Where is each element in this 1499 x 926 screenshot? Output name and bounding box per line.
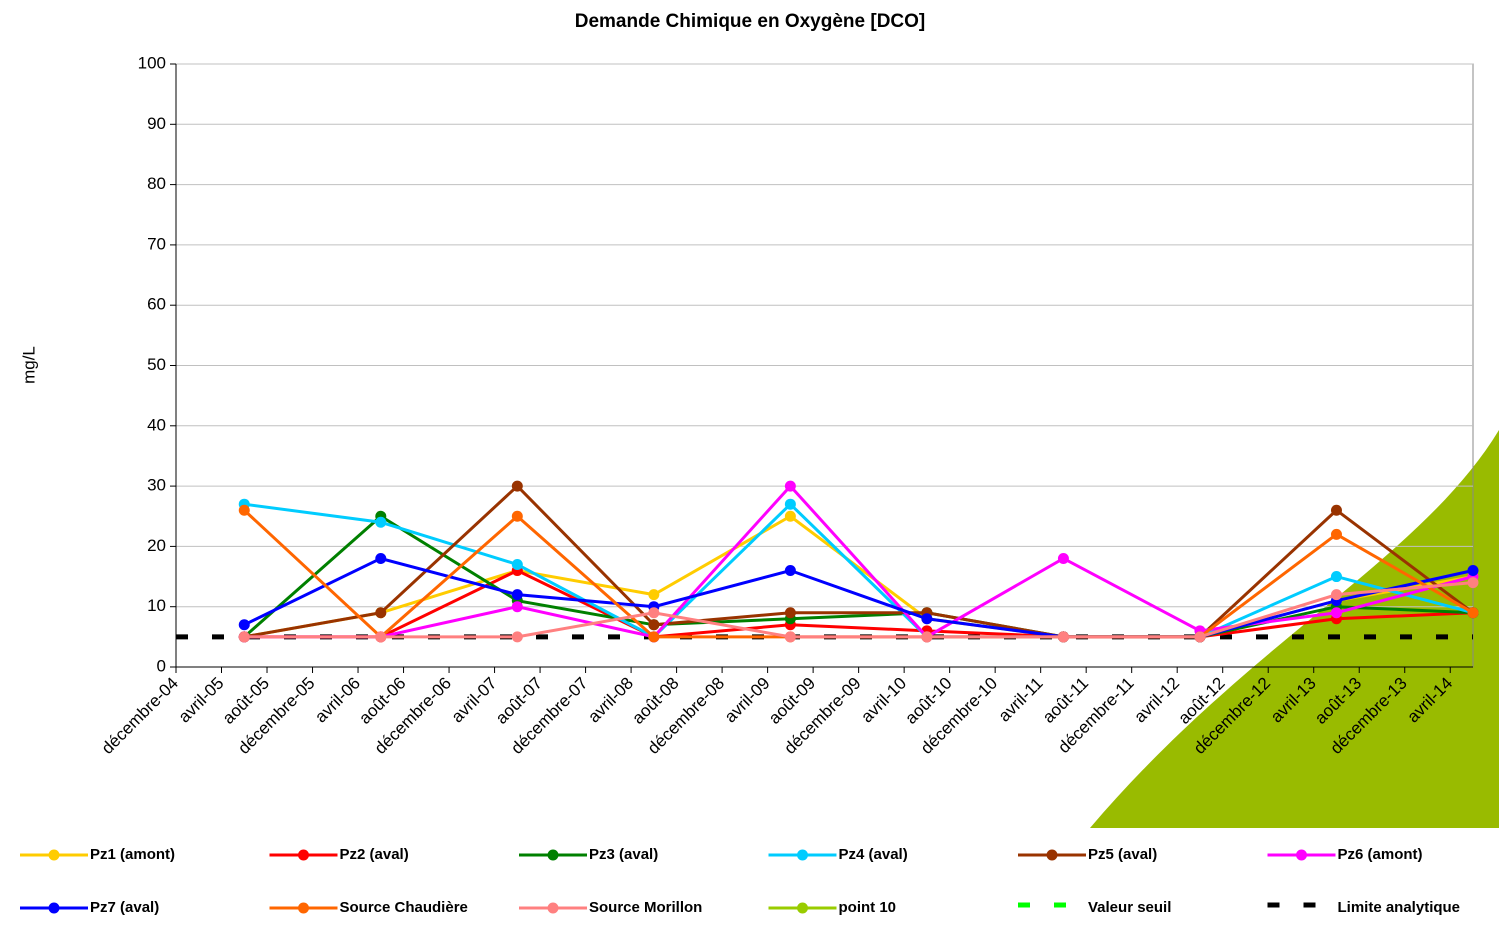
x-tick-label: avril-09 <box>721 674 774 727</box>
y-tick-label: 40 <box>147 415 166 434</box>
data-point <box>1467 565 1479 577</box>
data-point <box>1467 607 1479 619</box>
data-point <box>1467 577 1479 589</box>
data-point <box>375 552 387 564</box>
series-line <box>244 484 1474 639</box>
legend-label: Valeur seuil <box>1088 899 1171 916</box>
series-line <box>244 581 1474 639</box>
legend-marker <box>48 849 60 861</box>
data-point <box>375 516 387 528</box>
data-point <box>784 498 796 510</box>
y-tick-label: 100 <box>138 53 166 72</box>
data-point <box>511 510 523 522</box>
data-point <box>1330 571 1342 583</box>
y-tick-label: 60 <box>147 295 166 314</box>
x-tick-label: avril-05 <box>175 674 228 727</box>
x-tick-label: avril-07 <box>448 674 501 727</box>
data-point <box>238 504 250 516</box>
x-tick-label: avril-11 <box>995 674 1047 726</box>
data-point <box>921 613 933 625</box>
data-point <box>784 607 796 619</box>
data-point <box>784 510 796 522</box>
series-line <box>244 483 1474 639</box>
y-tick-label: 80 <box>147 174 166 193</box>
legend-label: Limite analytique <box>1338 899 1461 916</box>
data-point <box>1330 504 1342 516</box>
y-tick-label: 10 <box>147 596 166 615</box>
data-point <box>375 631 387 643</box>
data-point <box>511 601 523 613</box>
legend-marker <box>1296 849 1307 861</box>
x-tick-label: avril-10 <box>857 674 910 727</box>
data-point <box>648 619 660 631</box>
legend-label: Pz2 (aval) <box>340 846 409 863</box>
x-tick-label: avril-12 <box>1130 674 1183 727</box>
x-tick-label: avril-08 <box>584 674 637 727</box>
legend-marker <box>298 849 309 861</box>
y-tick-label: 30 <box>147 476 166 495</box>
legend-marker <box>547 849 559 861</box>
legend-label: Pz5 (aval) <box>1088 846 1157 863</box>
legend-marker <box>797 902 808 914</box>
x-tick-label: avril-06 <box>311 674 364 727</box>
x-tick-label: décembre-04 <box>98 674 182 758</box>
legend-marker <box>48 902 60 914</box>
y-tick-label: 70 <box>147 234 166 253</box>
legend-label: Pz1 (amont) <box>90 846 175 863</box>
legend-label: Pz4 (aval) <box>839 846 908 863</box>
series-line <box>244 502 1474 639</box>
data-point <box>238 631 250 643</box>
legend-marker <box>1046 849 1058 861</box>
y-tick-label: 50 <box>147 355 166 374</box>
data-point <box>784 631 796 643</box>
y-tick-label: 90 <box>147 114 166 133</box>
data-point <box>1330 528 1342 540</box>
data-point <box>784 565 796 577</box>
legend-marker <box>547 902 559 914</box>
data-point <box>1194 631 1206 643</box>
data-point <box>1057 631 1069 643</box>
legend-label: Pz3 (aval) <box>589 846 658 863</box>
data-point <box>648 607 660 619</box>
legend-label: Source Chaudière <box>340 899 468 916</box>
legend-label: point 10 <box>839 899 897 916</box>
y-tick-label: 0 <box>157 656 166 675</box>
y-axis-label: mg/L <box>19 346 38 384</box>
series-line <box>244 568 1474 639</box>
background-decoration <box>1090 430 1499 828</box>
chart-title: Demande Chimique en Oxygène [DCO] <box>575 11 926 32</box>
data-point <box>238 619 250 631</box>
legend-label: Pz7 (aval) <box>90 899 159 916</box>
data-point <box>375 607 387 619</box>
legend-marker <box>298 902 309 914</box>
data-point <box>1057 552 1069 564</box>
data-point <box>648 589 660 601</box>
data-point <box>511 480 523 492</box>
data-point <box>784 480 796 492</box>
legend-label: Source Morillon <box>589 899 702 916</box>
data-point <box>1330 589 1342 601</box>
y-tick-label: 20 <box>147 536 166 555</box>
data-point <box>511 558 523 570</box>
data-point <box>921 631 933 643</box>
legend-label: Pz6 (amont) <box>1338 846 1423 863</box>
data-point <box>648 631 660 643</box>
legend-marker <box>797 849 808 861</box>
data-point <box>511 589 523 601</box>
data-point <box>1330 607 1342 619</box>
data-point <box>511 631 523 643</box>
